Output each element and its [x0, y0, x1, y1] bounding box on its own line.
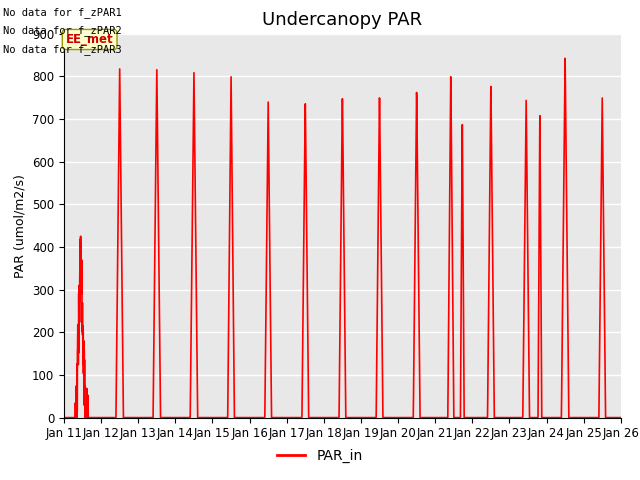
Title: Undercanopy PAR: Undercanopy PAR [262, 11, 422, 29]
Text: No data for f_zPAR3: No data for f_zPAR3 [3, 44, 122, 55]
Text: No data for f_zPAR1: No data for f_zPAR1 [3, 7, 122, 18]
Text: No data for f_zPAR2: No data for f_zPAR2 [3, 25, 122, 36]
Y-axis label: PAR (umol/m2/s): PAR (umol/m2/s) [13, 174, 26, 277]
Legend: PAR_in: PAR_in [272, 443, 368, 468]
Text: EE_met: EE_met [66, 33, 113, 46]
